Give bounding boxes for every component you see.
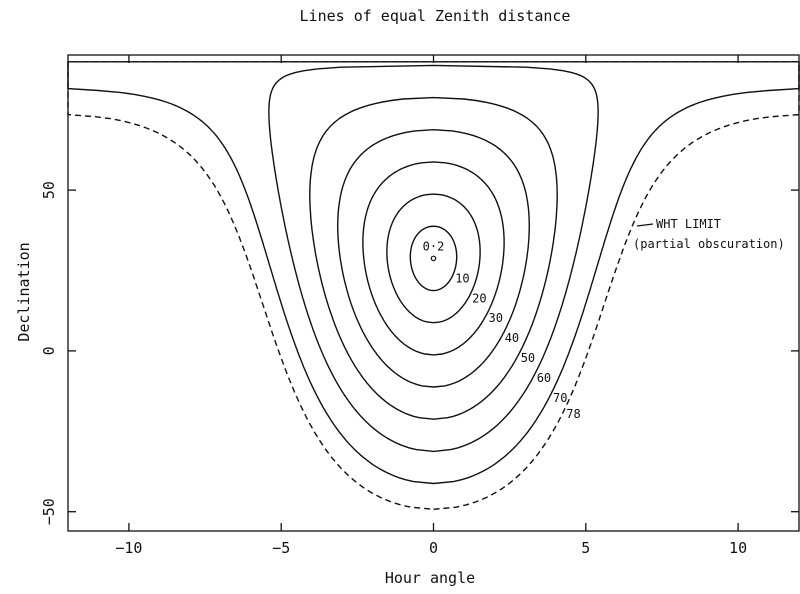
contour-z70 (67, 61, 800, 485)
zenith-point-marker (430, 255, 437, 262)
y-axis: −50 0 50 (40, 181, 799, 525)
contour-z40 (337, 128, 530, 388)
plot-frame (67, 54, 800, 532)
y-tick-label: 50 (40, 181, 58, 199)
annotation-wht-limit: WHT LIMIT (656, 217, 721, 231)
contour-z10 (409, 225, 458, 292)
contour-label-60: 60 (537, 371, 551, 385)
x-axis: −10 −5 0 5 10 (115, 55, 747, 557)
contour-label-70: 70 (553, 391, 567, 405)
contour-z78 (67, 61, 800, 510)
contour-label-10: 10 (455, 271, 469, 285)
x-tick-label: 0 (429, 539, 438, 557)
x-axis-label: Hour angle (385, 569, 475, 587)
contour-label-center: 0·2 (423, 239, 445, 253)
contour-label-50: 50 (521, 351, 535, 365)
contour-label-40: 40 (505, 331, 519, 345)
contour-z20 (386, 193, 481, 324)
x-tick-label: 5 (581, 539, 590, 557)
contour-label-30: 30 (489, 311, 503, 325)
contour-z50 (309, 96, 558, 420)
y-axis-label: Declination (15, 242, 33, 341)
chart-title: Lines of equal Zenith distance (300, 7, 571, 25)
contour-label-20: 20 (472, 291, 486, 305)
wht-limit-annotation: WHT LIMIT (partial obscuration) (633, 217, 785, 251)
x-tick-label: −10 (115, 539, 142, 557)
contour-z60 (268, 64, 599, 453)
y-tick-label: 0 (40, 346, 58, 355)
annotation-partial-obscuration: (partial obscuration) (633, 237, 785, 251)
contour-label-78: 78 (566, 407, 580, 421)
y-tick-label: −50 (40, 498, 58, 525)
contour-z30 (362, 161, 505, 356)
annotation-leader-line (636, 223, 654, 227)
contour-lines (67, 61, 800, 510)
x-tick-label: −5 (272, 539, 290, 557)
x-tick-label: 10 (729, 539, 747, 557)
